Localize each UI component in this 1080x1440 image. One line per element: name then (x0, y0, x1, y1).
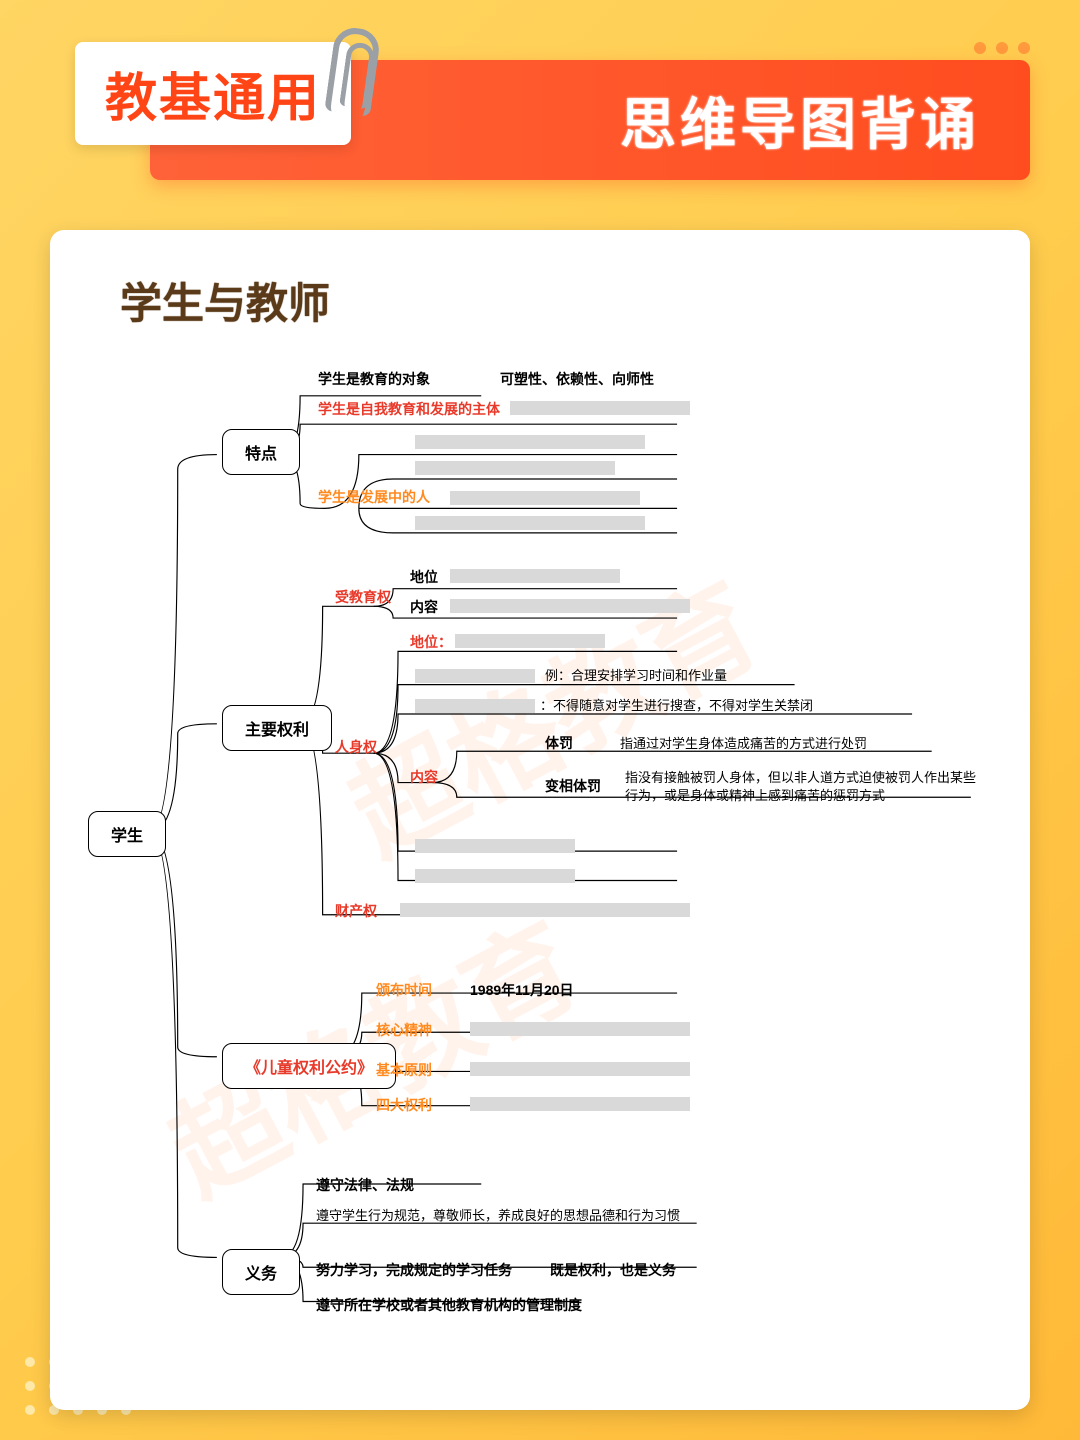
b2-corporal: 体罚 (545, 733, 573, 753)
placeholder (455, 634, 605, 648)
placeholder (470, 1022, 690, 1036)
node-b2: 主要权利 (222, 705, 332, 751)
b2-edu-c1: 地位 (410, 567, 438, 587)
b1-row1-note: 可塑性、依赖性、向师性 (500, 369, 654, 389)
b2-disguised: 变相体罚 (545, 776, 601, 796)
b2-corporal-d: 指通过对学生身体造成痛苦的方式进行处罚 (620, 733, 867, 752)
b2-person-ex2: ：不得随意对学生进行搜查，不得对学生关禁闭 (540, 695, 813, 714)
placeholder (415, 669, 535, 683)
b3-r1: 颁布时间 (376, 980, 432, 1000)
b1-row2: 学生是自我教育和发展的主体 (318, 399, 500, 419)
node-b4: 义务 (222, 1249, 300, 1295)
placeholder (415, 839, 575, 853)
b4-r4: 遵守所在学校或者其他教育机构的管理制度 (316, 1295, 582, 1315)
b3-r2: 核心精神 (376, 1020, 432, 1040)
b2-person-status: 地位： (410, 632, 452, 652)
b2-person: 人身权 (335, 737, 377, 757)
node-b3: 《儿童权利公约》 (222, 1043, 396, 1089)
placeholder (510, 401, 690, 415)
header: 思维导图背诵 教基通用 (50, 60, 1030, 180)
b3-r3: 基本原则 (376, 1060, 432, 1080)
b2-disguised-d: 指没有接触被罚人身体，但以非人道方式迫使被罚人作出某些行为，或是身体或精神上感到… (625, 769, 985, 804)
decor-dots-top (974, 42, 1030, 54)
placeholder (470, 1062, 690, 1076)
content-card: 学生与教师 超格教育 超格教育 (50, 230, 1030, 1410)
placeholder (450, 599, 690, 613)
b2-edu: 受教育权 (335, 587, 391, 607)
b4-r3-n: 既是权利，也是义务 (550, 1260, 676, 1280)
placeholder (415, 461, 615, 475)
node-root: 学生 (88, 811, 166, 857)
b4-r2: 遵守学生行为规范，尊敬师长，养成良好的思想品德和行为习惯 (316, 1207, 716, 1225)
placeholder (415, 435, 645, 449)
placeholder (450, 491, 640, 505)
b2-property: 财产权 (335, 901, 377, 921)
node-b1: 特点 (222, 429, 300, 475)
b3-r4: 四大权利 (376, 1095, 432, 1115)
placeholder (470, 1097, 690, 1111)
placeholder (415, 869, 575, 883)
b4-r3: 努力学习，完成规定的学习任务 (316, 1260, 512, 1280)
section-title: 学生与教师 (120, 270, 330, 331)
b1-row1: 学生是教育的对象 (318, 369, 430, 389)
placeholder (415, 699, 535, 713)
b1-row3: 学生是发展中的人 (318, 487, 430, 507)
b4-r1: 遵守法律、法规 (316, 1175, 414, 1195)
placeholder (415, 516, 645, 530)
tag-text: 教基通用 (105, 56, 321, 131)
b3-r1-v: 1989年11月20日 (470, 980, 574, 1000)
header-tag: 教基通用 (75, 42, 351, 145)
b2-person-content: 内容 (410, 767, 438, 787)
b2-edu-c2: 内容 (410, 597, 438, 617)
placeholder (400, 903, 690, 917)
mindmap: 超格教育 超格教育 (70, 351, 1010, 1361)
banner-text: 思维导图背诵 (620, 80, 980, 161)
b2-person-ex1: 例：合理安排学习时间和作业量 (545, 665, 727, 684)
placeholder (450, 569, 620, 583)
